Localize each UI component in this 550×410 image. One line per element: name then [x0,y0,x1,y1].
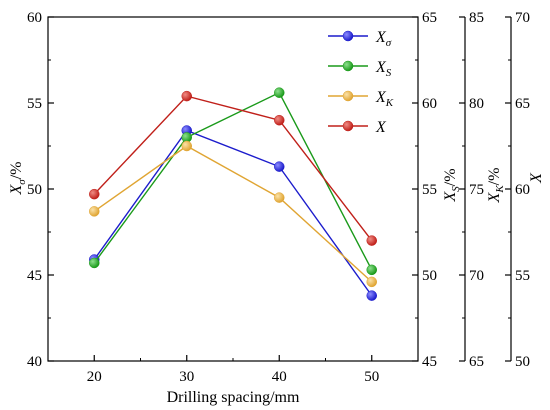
tick-label-y1: 50 [27,182,42,198]
x-tick-label: 20 [87,369,102,385]
legend-marker-K [342,90,354,102]
y4-axis-title-main: X [528,172,545,184]
tick-label-y4: 50 [515,354,530,370]
tick-label-y3: 75 [469,182,484,198]
tick-label-y2: 55 [422,182,437,198]
tick-label-y2: 45 [422,354,437,370]
series-line-K [93,145,373,283]
x-tick-label: 50 [364,369,379,385]
y1-axis-title-unit: /% [8,162,25,180]
legend-label-K: XK [375,89,394,109]
y1-axis-title-sub: σ [16,179,28,185]
legend-marker-sigma [342,30,354,42]
y2-axis-title: XS/% [442,168,462,202]
point-sigma [366,290,377,301]
legend-label-main: X [375,89,387,106]
y3-axis-title-sub: K [494,185,506,194]
legend-label-main: X [375,29,387,46]
point-sigma [274,161,285,172]
point-K [181,140,192,152]
x-axis-title: Drilling spacing/mm [167,389,300,406]
tick-label-y3: 65 [469,354,484,370]
x-tick-label: 30 [179,369,194,385]
tick-label-y3: 85 [469,10,484,26]
y3-axis-title-main: X [486,191,503,203]
tick-label-y2: 60 [422,96,437,112]
tick-label-y1: 45 [27,268,42,284]
x-tick-label: 40 [272,369,287,385]
y2-axis-title-sub: S [450,186,462,192]
point-S [366,264,377,276]
legend-marker-S [342,60,354,72]
legend-label-X: X [375,119,387,136]
legend-label-sub: S [386,67,392,79]
series-line-sigma [93,129,373,297]
y3-axis-title: XK/% [486,168,506,204]
legend-label-sigma: Xσ [375,29,392,49]
tick-label-y3: 80 [469,96,484,112]
legend-marker-X [342,120,354,132]
point-X [89,188,100,200]
point-X [274,114,285,126]
point-S [89,257,100,269]
legend-label-main: X [375,59,387,76]
y3-axis-title-unit: /% [486,168,503,186]
plot-frame [47,16,419,362]
y1-axis-title: Xσ/% [8,162,28,196]
legend-label-sub: σ [386,37,392,49]
y1-axis-title-main: X [8,184,25,196]
y2-axis-title-main: X [442,191,459,203]
legend-label-sub: K [385,97,394,109]
tick-label-y2: 50 [422,268,437,284]
point-K [89,206,100,217]
legend-label-main: X [375,119,387,136]
tick-label-y4: 65 [515,96,530,112]
point-X [366,235,377,246]
tick-label-y4: 60 [515,182,530,198]
tick-label-y1: 55 [27,96,42,112]
tick-label-y4: 70 [515,10,530,26]
point-X [181,90,192,102]
point-K [366,276,377,288]
tick-label-y3: 70 [469,268,484,284]
y4-axis-title: X [528,172,545,184]
tick-label-y4: 55 [515,268,530,284]
y2-axis-title-unit: /% [442,168,459,186]
series-line-X [93,95,373,242]
tick-label-y2: 65 [422,10,437,26]
point-K [274,192,285,203]
point-S [274,87,285,98]
tick-label-y1: 60 [27,10,42,26]
tick-label-y1: 40 [27,354,42,370]
legend-label-S: XS [375,59,392,79]
